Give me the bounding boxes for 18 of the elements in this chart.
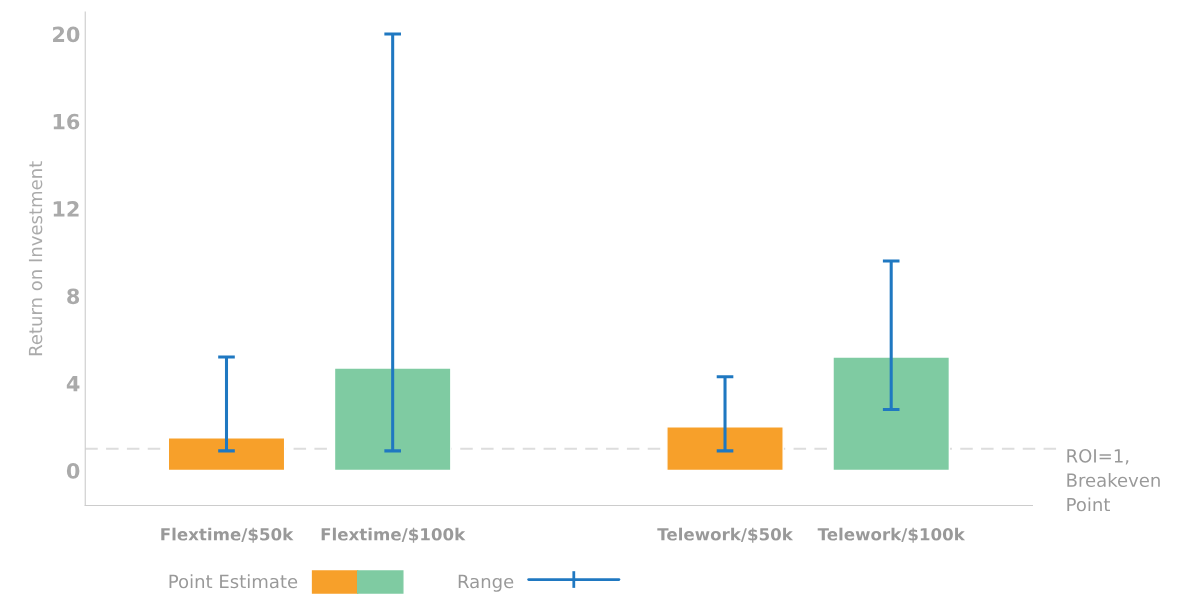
legend-label: Point Estimate <box>169 574 298 589</box>
y-tick-label: 8 <box>67 288 80 305</box>
bar <box>167 437 286 472</box>
bar <box>666 426 784 472</box>
y-axis-title: Return on Investment <box>28 161 43 356</box>
y-tick-label: 4 <box>66 375 80 392</box>
x-tick-label: Flextime/$50k <box>161 527 294 543</box>
x-tick-label: Flextime/$100k <box>321 527 466 543</box>
text: Range <box>458 574 514 592</box>
x-tick-label: Telework/$50k <box>657 527 794 543</box>
y-tick-label: 16 <box>53 113 80 130</box>
bar <box>333 367 452 472</box>
y-tick-label: 20 <box>53 26 80 43</box>
x-tick-label: Telework/$100k <box>817 527 966 543</box>
y-tick-label: 12 <box>53 201 79 217</box>
ref-line-label: ROI=1, Breakeven Point <box>1067 449 1160 512</box>
bar <box>832 356 951 472</box>
y-tick-label: 0 <box>66 463 80 479</box>
